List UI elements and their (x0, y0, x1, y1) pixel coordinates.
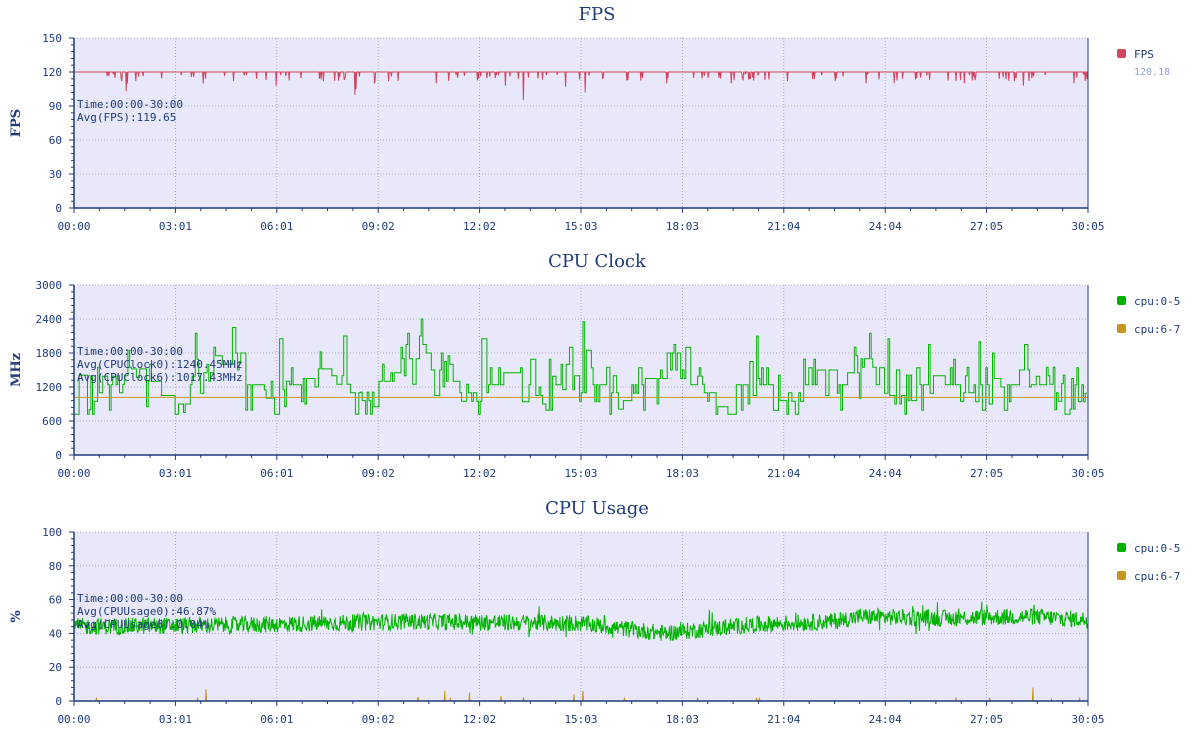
legend-swatch (1117, 571, 1126, 580)
x-tick-label: 27:05 (970, 220, 1003, 233)
annotation-line: Avg(CPUClock0):1240.45MHz (77, 358, 243, 371)
series-group (74, 601, 1088, 701)
chart-title: CPU Usage (545, 498, 649, 519)
legend-swatch (1117, 296, 1126, 305)
annotation-line: Time:00:00-30:00 (77, 345, 183, 358)
y-tick-label: 100 (42, 526, 62, 539)
annotation-line: Time:00:00-30:00 (77, 592, 183, 605)
x-tick-label: 21:04 (767, 220, 800, 233)
x-tick-label: 30:05 (1071, 467, 1104, 480)
y-tick-label: 0 (55, 449, 62, 462)
x-tick-label: 15:03 (564, 467, 597, 480)
annotation-line: Avg(CPUUsage0):46.87% (77, 605, 216, 618)
series-group (74, 71, 1088, 101)
y-tick-label: 3000 (36, 279, 63, 292)
y-tick-label: 600 (42, 415, 62, 428)
legend-swatch (1117, 49, 1126, 58)
y-axis-label: FPS (9, 109, 24, 137)
y-tick-label: 20 (49, 661, 62, 674)
y-tick-label: 80 (49, 560, 62, 573)
x-tick-label: 00:00 (57, 220, 90, 233)
x-tick-label: 03:01 (159, 467, 192, 480)
legend-swatch (1117, 543, 1126, 552)
legend-swatch (1117, 324, 1126, 333)
series-group (74, 318, 1088, 415)
x-tick-label: 24:04 (869, 220, 902, 233)
x-tick-label: 15:03 (564, 713, 597, 726)
annotation-line: Avg(CPUUsage6):0.04% (77, 618, 210, 631)
series-line-fps (74, 71, 1088, 101)
y-tick-label: 2400 (36, 313, 63, 326)
legend-label: cpu:6-7 (1134, 570, 1180, 583)
x-tick-label: 09:02 (362, 467, 395, 480)
x-tick-label: 30:05 (1071, 220, 1104, 233)
y-tick-label: 120 (42, 66, 62, 79)
x-tick-label: 00:00 (57, 713, 90, 726)
chart-panel-0: FPS 0 30 60 90 120 150 00:00 03:01 06:01 09:02 12:0… (9, 4, 1170, 233)
x-tick-label: 12:02 (463, 220, 496, 233)
legend-label: cpu:6-7 (1134, 323, 1180, 336)
x-tick-label: 06:01 (260, 713, 293, 726)
y-axis-label: % (9, 610, 24, 623)
y-axis-label: MHz (9, 353, 24, 387)
x-tick-label: 06:01 (260, 467, 293, 480)
x-tick-label: 09:02 (362, 713, 395, 726)
x-tick-label: 15:03 (564, 220, 597, 233)
chart-panel-1: CPU Clock 0 600 1200 1800 2400 3000 00:00 03:01 0… (9, 251, 1180, 480)
y-tick-label: 0 (55, 202, 62, 215)
chart-title: FPS (579, 4, 616, 25)
x-tick-label: 12:02 (463, 467, 496, 480)
y-tick-label: 30 (49, 168, 62, 181)
annotation-line: Avg(CPUClock6):1017.43MHz (77, 371, 243, 384)
y-tick-label: 60 (49, 134, 62, 147)
y-tick-label: 60 (49, 594, 62, 607)
x-tick-label: 18:03 (666, 713, 699, 726)
annotation-line: Time:00:00-30:00 (77, 98, 183, 111)
series-line-cpu-0-5 (74, 318, 1087, 415)
chart-panel-2: CPU Usage 0 20 40 60 80 100 00:00 03:01 06:01 09:0… (9, 498, 1180, 726)
y-tick-label: 1800 (36, 347, 63, 360)
y-tick-label: 90 (49, 100, 62, 113)
chart-title: CPU Clock (548, 251, 647, 272)
x-tick-label: 21:04 (767, 713, 800, 726)
series-line-cpu-0-5 (74, 601, 1088, 642)
x-tick-label: 03:01 (159, 713, 192, 726)
x-tick-label: 27:05 (970, 713, 1003, 726)
x-tick-label: 09:02 (362, 220, 395, 233)
x-tick-label: 18:03 (666, 467, 699, 480)
x-tick-label: 24:04 (869, 467, 902, 480)
x-tick-label: 27:05 (970, 467, 1003, 480)
x-tick-label: 03:01 (159, 220, 192, 233)
x-tick-label: 30:05 (1071, 713, 1104, 726)
y-tick-label: 1200 (36, 381, 63, 394)
x-tick-label: 12:02 (463, 713, 496, 726)
x-tick-label: 24:04 (869, 713, 902, 726)
y-tick-label: 40 (49, 627, 62, 640)
x-tick-label: 00:00 (57, 467, 90, 480)
x-tick-label: 18:03 (666, 220, 699, 233)
legend-label: FPS (1134, 48, 1154, 61)
y-tick-label: 0 (55, 695, 62, 708)
x-tick-label: 06:01 (260, 220, 293, 233)
annotation-line: Avg(FPS):119.65 (77, 111, 176, 124)
legend-label: cpu:0-5 (1134, 295, 1180, 308)
y-tick-label: 150 (42, 32, 62, 45)
legend-label: cpu:0-5 (1134, 542, 1180, 555)
x-tick-label: 21:04 (767, 467, 800, 480)
legend-value: 120.18 (1134, 67, 1170, 78)
